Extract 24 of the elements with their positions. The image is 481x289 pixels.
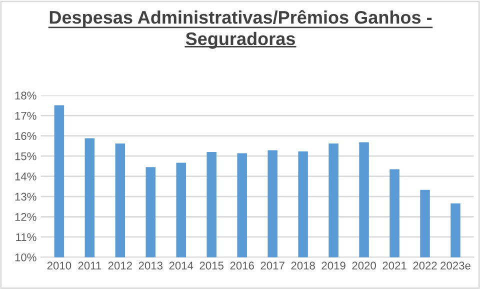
y-tick-label: 10% <box>15 253 36 262</box>
y-tick-label: 18% <box>15 92 36 100</box>
x-tick-label: 2019 <box>322 262 346 270</box>
x-tick-label: 2018 <box>291 262 315 270</box>
x-tick-label: 2011 <box>78 262 102 270</box>
y-tick-label: 17% <box>15 112 36 120</box>
x-tick-label: 2021 <box>382 262 406 270</box>
x-tick-label: 2012 <box>108 262 132 270</box>
y-tick-label: 14% <box>15 172 36 180</box>
y-tick-label: 15% <box>15 152 36 160</box>
x-tick-label: 2023e <box>440 262 470 270</box>
x-tick-label: 2022 <box>413 262 437 270</box>
y-tick-label: 13% <box>15 192 36 201</box>
x-tick-label: 2017 <box>260 262 284 270</box>
y-tick-label: 11% <box>16 233 36 242</box>
x-tick-label: 2014 <box>169 262 194 270</box>
y-tick-label: 12% <box>15 213 36 221</box>
y-tick-label: 16% <box>15 132 36 140</box>
x-tick-label: 2015 <box>200 262 224 270</box>
x-tick-label: 2016 <box>230 262 254 270</box>
x-tick-label: 2010 <box>47 262 72 270</box>
x-tick-label: 2013 <box>138 262 163 270</box>
chart-title: Despesas Administrativas/Prêmios Ganhos - Seguradoras <box>50 10 432 49</box>
x-tick-label: 2020 <box>352 262 376 270</box>
